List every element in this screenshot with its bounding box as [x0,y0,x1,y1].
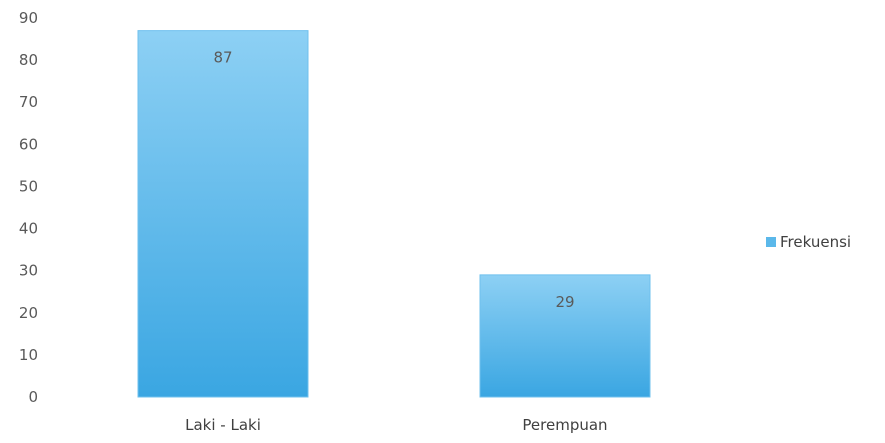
legend: Frekuensi [766,233,851,251]
bar-perempuan [479,274,651,398]
y-tick-label-90: 90 [19,9,38,27]
y-tick-label-50: 50 [19,177,38,195]
data-label-0: 87 [213,49,232,67]
bars: 87 29 [137,30,651,398]
data-label-1: 29 [555,293,574,311]
y-tick-label-70: 70 [19,93,38,111]
y-tick-label-80: 80 [19,51,38,69]
y-axis: 0 10 20 30 40 50 60 70 80 90 [19,9,38,406]
bar-laki-laki [137,30,309,398]
y-tick-label-10: 10 [19,346,38,364]
x-axis: Laki - Laki Perempuan [185,416,607,434]
legend-label: Frekuensi [780,233,851,251]
y-tick-label-60: 60 [19,135,38,153]
y-tick-label-20: 20 [19,304,38,322]
y-tick-label-40: 40 [19,220,38,238]
x-category-label-1: Perempuan [522,416,607,434]
y-tick-label-0: 0 [28,388,38,406]
x-category-label-0: Laki - Laki [185,416,261,434]
legend-swatch [766,237,776,247]
y-tick-label-30: 30 [19,262,38,280]
